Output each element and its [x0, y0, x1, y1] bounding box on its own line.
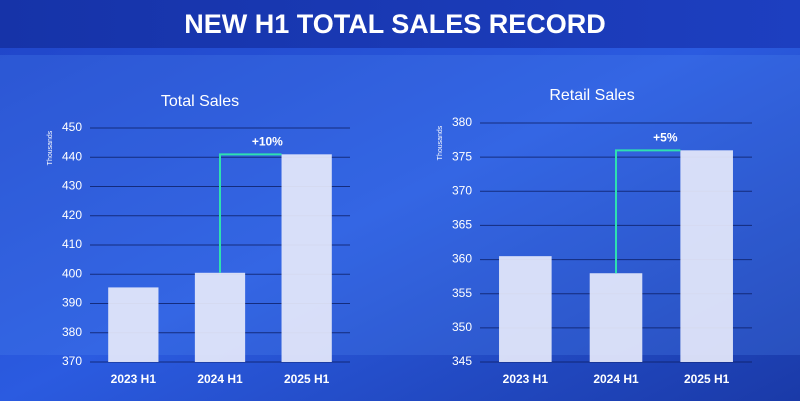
bar	[589, 273, 643, 362]
y-tick-label: 345	[452, 354, 472, 368]
y-tick-label: 360	[452, 252, 472, 266]
x-tick-label: 2023 H1	[503, 372, 549, 386]
y-tick-label: 400	[62, 266, 82, 280]
x-tick-label: 2025 H1	[284, 372, 330, 386]
x-tick-label: 2023 H1	[111, 372, 157, 386]
y-axis-label: Thousands	[437, 125, 444, 160]
change-connector	[615, 149, 681, 274]
y-axis-label: Thousands	[47, 130, 54, 165]
y-tick-label: 420	[62, 208, 82, 222]
y-tick-label: 380	[452, 115, 472, 129]
x-tick-label: 2024 H1	[593, 372, 639, 386]
bar	[281, 154, 332, 362]
bar	[499, 256, 552, 362]
change-connector	[219, 153, 282, 273]
x-tick-label: 2025 H1	[684, 372, 730, 386]
x-tick-label: 2024 H1	[197, 372, 243, 386]
y-tick-label: 380	[62, 325, 82, 339]
change-annotation: +10%	[252, 134, 283, 148]
slide-title: NEW H1 TOTAL SALES RECORD	[184, 9, 606, 39]
title-band	[0, 0, 800, 48]
y-tick-label: 370	[62, 354, 82, 368]
bar	[108, 287, 159, 362]
y-tick-label: 450	[62, 120, 82, 134]
y-tick-label: 365	[452, 218, 472, 232]
y-tick-label: 355	[452, 286, 472, 300]
y-tick-label: 390	[62, 296, 82, 310]
y-tick-label: 430	[62, 179, 82, 193]
chart-title: Retail Sales	[549, 87, 634, 104]
bar	[194, 272, 246, 362]
bar	[680, 150, 733, 362]
y-tick-label: 370	[452, 183, 472, 197]
y-tick-label: 350	[452, 320, 472, 334]
y-tick-label: 440	[62, 149, 82, 163]
chart-title: Total Sales	[161, 93, 239, 110]
change-annotation: +5%	[653, 130, 678, 144]
y-tick-label: 375	[452, 149, 472, 163]
y-tick-label: 410	[62, 237, 82, 251]
